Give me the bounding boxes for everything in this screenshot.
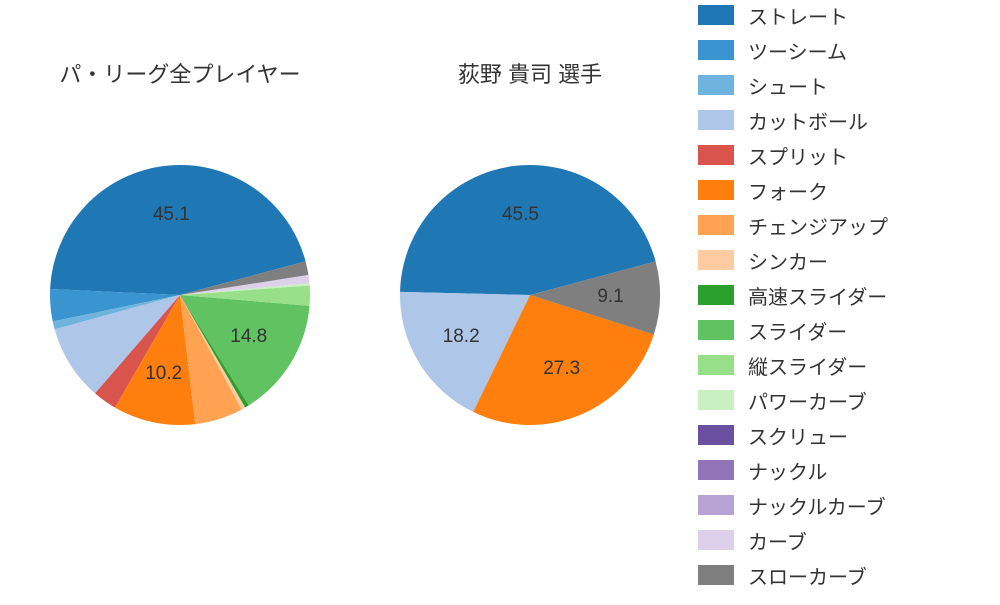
legend-label: スライダー xyxy=(748,316,847,345)
legend-item: シュート xyxy=(698,72,978,98)
slice-label: 45.1 xyxy=(153,204,190,225)
legend-swatch xyxy=(698,390,734,410)
legend-label: フォーク xyxy=(748,176,828,205)
legend-label: ナックル xyxy=(748,456,827,485)
legend-swatch xyxy=(698,5,734,25)
legend-item: スクリュー xyxy=(698,422,978,448)
legend-item: スプリット xyxy=(698,142,978,168)
legend-swatch xyxy=(698,180,734,200)
legend-label: シュート xyxy=(748,71,828,100)
legend-item: シンカー xyxy=(698,247,978,273)
legend-item: スライダー xyxy=(698,317,978,343)
legend-swatch xyxy=(698,355,734,375)
chart-area: パ・リーグ全プレイヤー 45.1 10.2 14.8 荻野 貴司 選手 45.5 18.2 2… xyxy=(0,0,680,600)
legend-item: カーブ xyxy=(698,527,978,553)
pie-title: 荻野 貴司 選手 xyxy=(458,62,602,87)
pie-charts-svg: パ・リーグ全プレイヤー 45.1 10.2 14.8 荻野 貴司 選手 45.5 18.2 2… xyxy=(0,0,680,600)
legend-item: スローカーブ xyxy=(698,562,978,588)
slice-label: 9.1 xyxy=(597,286,623,307)
legend-item: 高速スライダー xyxy=(698,282,978,308)
slice-label: 27.3 xyxy=(543,358,580,379)
legend-item: ストレート xyxy=(698,2,978,28)
legend-label: スクリュー xyxy=(748,421,848,450)
legend-label: スプリット xyxy=(748,141,848,170)
legend-item: ナックル xyxy=(698,457,978,483)
legend-swatch xyxy=(698,320,734,340)
legend-swatch xyxy=(698,530,734,550)
legend-item: ツーシーム xyxy=(698,37,978,63)
legend-label: 縦スライダー xyxy=(748,351,867,380)
legend-swatch xyxy=(698,495,734,515)
legend-swatch xyxy=(698,250,734,270)
slice-label: 14.8 xyxy=(230,326,267,347)
legend-label: カットボール xyxy=(748,106,868,135)
legend-item: フォーク xyxy=(698,177,978,203)
slice-label: 10.2 xyxy=(145,363,182,384)
slice-label: 18.2 xyxy=(443,326,480,347)
legend-label: ナックルカーブ xyxy=(748,491,886,520)
legend-swatch xyxy=(698,40,734,60)
legend-swatch xyxy=(698,75,734,95)
legend-label: ストレート xyxy=(748,1,848,30)
legend-swatch xyxy=(698,215,734,235)
legend-item: カットボール xyxy=(698,107,978,133)
pie-title: パ・リーグ全プレイヤー xyxy=(59,62,300,87)
legend: ストレートツーシームシュートカットボールスプリットフォークチェンジアップシンカー… xyxy=(698,2,978,597)
legend-swatch xyxy=(698,110,734,130)
legend-item: パワーカーブ xyxy=(698,387,978,413)
legend-label: 高速スライダー xyxy=(748,281,887,310)
legend-swatch xyxy=(698,460,734,480)
legend-item: ナックルカーブ xyxy=(698,492,978,518)
slice-label: 45.5 xyxy=(502,204,539,225)
legend-swatch xyxy=(698,425,734,445)
legend-swatch xyxy=(698,285,734,305)
legend-label: チェンジアップ xyxy=(748,211,888,240)
legend-swatch xyxy=(698,565,734,585)
legend-label: カーブ xyxy=(748,526,807,555)
legend-item: 縦スライダー xyxy=(698,352,978,378)
legend-item: チェンジアップ xyxy=(698,212,978,238)
legend-label: シンカー xyxy=(748,246,828,275)
legend-label: ツーシーム xyxy=(748,36,847,65)
legend-swatch xyxy=(698,145,734,165)
legend-label: パワーカーブ xyxy=(748,386,867,415)
legend-label: スローカーブ xyxy=(748,561,867,590)
